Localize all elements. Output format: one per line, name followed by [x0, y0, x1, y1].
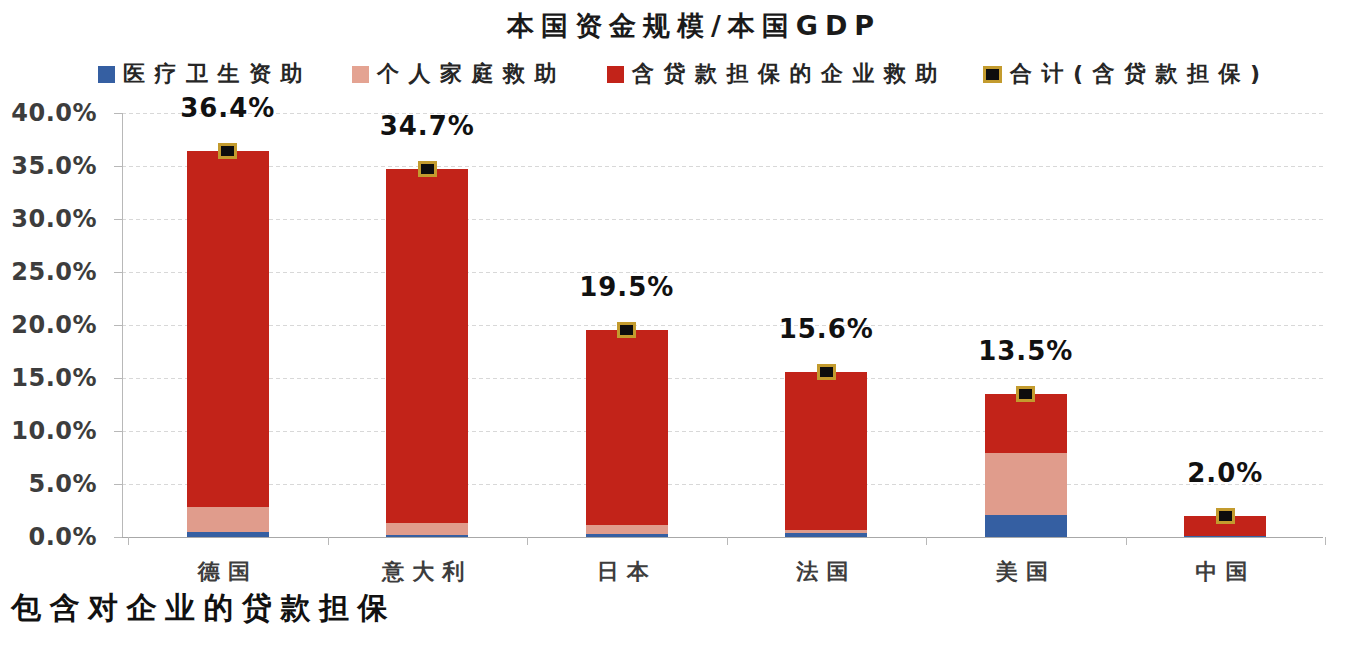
bar-segment: [785, 530, 867, 533]
legend-item: 合计(含贷款担保): [983, 60, 1270, 88]
y-axis-label: 35.0%: [0, 154, 97, 179]
x-axis-tick: [328, 537, 329, 545]
legend-label: 个人家庭救助: [377, 59, 566, 89]
legend-label: 合计(含贷款担保): [1010, 59, 1270, 89]
bar-segment: [386, 535, 468, 537]
value-label: 13.5%: [951, 338, 1101, 365]
y-axis-tick: [114, 219, 122, 220]
bar-segment: [985, 394, 1067, 453]
total-marker-icon: [218, 143, 237, 159]
y-axis-label: 20.0%: [0, 313, 97, 338]
y-axis-label: 5.0%: [0, 472, 97, 497]
x-axis-tick: [1126, 537, 1127, 545]
bar-segment: [187, 507, 269, 531]
x-axis-tick: [926, 537, 927, 545]
y-axis-tick: [114, 431, 122, 432]
total-marker-icon: [617, 322, 636, 338]
y-axis-tick: [114, 537, 122, 538]
y-axis-label: 15.0%: [0, 366, 97, 391]
y-axis-tick: [114, 272, 122, 273]
legend: 医疗卫生资助 个人家庭救助 含贷款担保的企业救助 合计(含贷款担保): [0, 60, 1372, 88]
legend-swatch-icon: [98, 66, 115, 83]
legend-swatch-icon: [607, 66, 624, 83]
y-axis-label: 10.0%: [0, 419, 97, 444]
bar-segment: [187, 532, 269, 537]
gridline: [122, 378, 1323, 379]
y-axis-label: 30.0%: [0, 207, 97, 232]
legend-swatch-icon: [352, 66, 369, 83]
x-axis-tick: [527, 537, 528, 545]
total-marker-icon: [1016, 386, 1035, 402]
value-label: 19.5%: [552, 274, 702, 301]
y-axis-tick: [114, 113, 122, 114]
y-axis-tick: [114, 378, 122, 379]
category-label: 中国: [1126, 560, 1326, 584]
value-label: 2.0%: [1150, 460, 1300, 487]
x-axis-tick: [128, 537, 129, 545]
y-axis-line: [122, 113, 123, 537]
plot-area: 0.0%5.0%10.0%15.0%20.0%25.0%30.0%35.0%40…: [122, 113, 1323, 537]
value-label: 34.7%: [352, 113, 502, 140]
bar-segment: [187, 151, 269, 507]
legend-swatch-icon: [983, 66, 1002, 83]
bar-segment: [586, 330, 668, 525]
bar-segment: [586, 525, 668, 533]
bar-segment: [785, 533, 867, 537]
bar-segment: [386, 523, 468, 535]
value-label: 36.4%: [153, 95, 303, 122]
footnote: 包含对企业的贷款担保: [11, 588, 396, 629]
category-label: 德国: [128, 560, 328, 584]
gridline: [122, 219, 1323, 220]
bar-segment: [586, 534, 668, 537]
y-axis-label: 25.0%: [0, 260, 97, 285]
category-label: 日本: [527, 560, 727, 584]
y-axis-tick: [114, 325, 122, 326]
category-label: 美国: [926, 560, 1126, 584]
y-axis-label: 0.0%: [0, 525, 97, 550]
legend-label: 医疗卫生资助: [123, 59, 312, 89]
gridline: [122, 272, 1323, 273]
gridline: [122, 431, 1323, 432]
x-axis-line: [122, 537, 1323, 538]
total-marker-icon: [418, 161, 437, 177]
gridline: [122, 484, 1323, 485]
y-axis-tick: [114, 484, 122, 485]
y-axis-label: 40.0%: [0, 101, 97, 126]
legend-item: 个人家庭救助: [352, 60, 566, 88]
x-axis-tick: [727, 537, 728, 545]
total-marker-icon: [1216, 508, 1235, 524]
bar-segment: [785, 372, 867, 530]
gridline: [122, 325, 1323, 326]
bar-segment: [985, 515, 1067, 537]
bar-segment: [985, 453, 1067, 514]
value-label: 15.6%: [751, 316, 901, 343]
gridline: [122, 166, 1323, 167]
bar-segment: [1184, 536, 1266, 537]
legend-item: 含贷款担保的企业救助: [607, 60, 947, 88]
category-label: 意大利: [328, 560, 528, 584]
bar-segment: [386, 169, 468, 523]
y-axis-tick: [114, 166, 122, 167]
legend-label: 含贷款担保的企业救助: [632, 59, 947, 89]
total-marker-icon: [817, 364, 836, 380]
x-axis-tick: [1325, 537, 1326, 545]
category-label: 法国: [727, 560, 927, 584]
chart-title: 本国资金规模/本国GDP: [507, 8, 881, 44]
legend-item: 医疗卫生资助: [98, 60, 312, 88]
